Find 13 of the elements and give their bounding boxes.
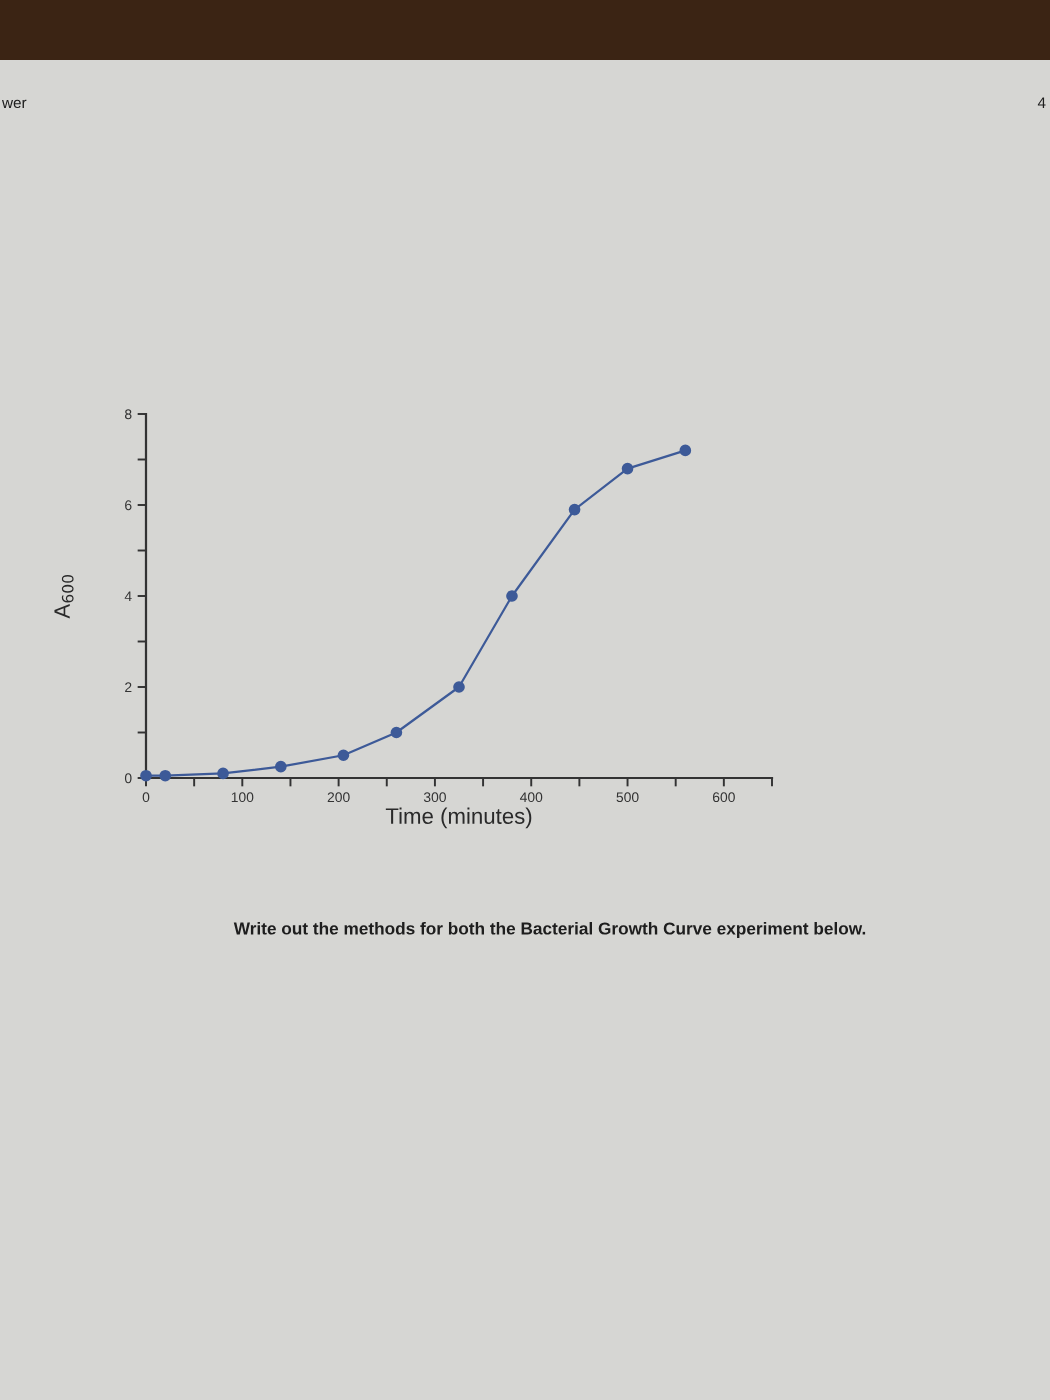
y-axis-title: A$_{600}$ <box>54 574 74 619</box>
point <box>217 767 229 780</box>
point <box>453 681 465 693</box>
point <box>568 503 581 516</box>
text: Write out the methods for both the Bacterial Growth Curve experiment below. <box>233 921 866 939</box>
point <box>275 760 287 773</box>
point <box>390 726 403 739</box>
point <box>337 749 350 762</box>
point <box>621 462 634 475</box>
point <box>506 590 518 602</box>
point <box>679 444 692 457</box>
x-axis-title: Time (minutes) <box>385 807 532 829</box>
point <box>159 769 172 782</box>
